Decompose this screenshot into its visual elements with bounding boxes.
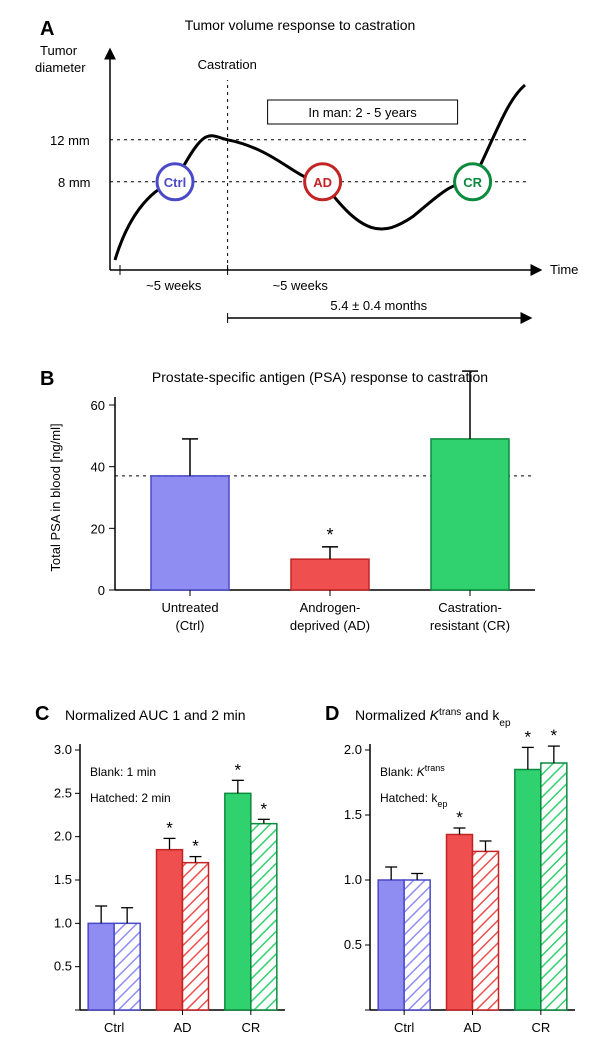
ytick: 1.0 [54, 915, 72, 930]
panel-b-label: B [40, 368, 54, 390]
b-cat: Castration- [438, 600, 502, 615]
b-bar [431, 439, 509, 590]
node-ad-label: AD [313, 175, 332, 190]
bar-solid [225, 793, 251, 1010]
xtick2: ~5 weeks [273, 278, 329, 293]
b-sub: (Ctrl) [176, 618, 205, 633]
bar-hatched [183, 863, 209, 1010]
b-bar [291, 559, 369, 590]
ytick-8: 8 mm [58, 175, 91, 190]
ytick: 0.5 [344, 937, 362, 952]
cat: Ctrl [394, 1020, 414, 1035]
bar-solid [157, 850, 183, 1010]
legend-hatch: Hatched: kep [380, 791, 447, 809]
b-cat: Untreated [161, 600, 218, 615]
ytick: 1.5 [54, 872, 72, 887]
cat: CR [241, 1020, 260, 1035]
panel-c: C Normalized AUC 1 and 2 min 0.5 1.0 1.5 2.0 2… [35, 703, 285, 1035]
figure: A Tumor volume response to castration Tumo… [0, 0, 600, 1061]
panel-d-title: Normalized Ktrans and kep [355, 707, 511, 729]
bar-solid [515, 770, 541, 1011]
b-ylabel: Total PSA in blood [ng/ml] [48, 423, 63, 571]
annot: * [235, 760, 242, 779]
panel-c-title: Normalized AUC 1 and 2 min [65, 707, 246, 723]
duration-label: 5.4 ± 0.4 months [330, 298, 427, 313]
ylabel-bottom: diameter [35, 60, 86, 75]
ytick: 3.0 [54, 742, 72, 757]
bar-hatched [114, 923, 140, 1010]
b-ytick: 60 [91, 398, 105, 413]
cat: AD [463, 1020, 481, 1035]
bar-solid [447, 835, 473, 1011]
b-ytick: 20 [91, 521, 105, 536]
node-cr-label: CR [463, 175, 482, 190]
panel-label: C [35, 703, 49, 725]
inman-label: In man: 2 - 5 years [308, 105, 417, 120]
annot: * [551, 726, 558, 745]
b-sub: deprived (AD) [290, 618, 370, 633]
castration-label: Castration [198, 57, 257, 72]
bar-solid [88, 923, 114, 1010]
node-ctrl-label: Ctrl [164, 175, 186, 190]
legend-blank: Blank: Ktrans [380, 763, 445, 779]
xtick1: ~5 weeks [146, 278, 202, 293]
legend-hatch: Hatched: 2 min [90, 791, 171, 805]
annot: * [525, 727, 532, 746]
panel-a-label: A [40, 18, 54, 40]
panel-b: B Prostate-specific antigen (PSA) respons… [40, 368, 535, 633]
legend-blank: Blank: 1 min [90, 765, 156, 779]
cat: CR [531, 1020, 550, 1035]
b-ytick: 40 [91, 460, 105, 475]
b-annot: * [326, 525, 333, 545]
ytick-12: 12 mm [50, 133, 90, 148]
bar-solid [378, 880, 404, 1010]
annot: * [166, 818, 173, 837]
b-sub: resistant (CR) [430, 618, 510, 633]
annot: * [261, 799, 268, 818]
b-bar [151, 476, 229, 590]
bar-hatched [251, 824, 277, 1010]
panel-a: A Tumor volume response to castration Tumo… [35, 17, 578, 323]
ytick: 2.0 [54, 829, 72, 844]
ytick: 1.5 [344, 807, 362, 822]
bar-hatched [473, 851, 499, 1010]
panel-d: D Normalized Ktrans and kep 0.5 1.0 1.5 2.0 Bl… [325, 703, 575, 1035]
cat: Ctrl [104, 1020, 124, 1035]
cat: AD [173, 1020, 191, 1035]
b-ytick: 0 [98, 583, 105, 598]
panel-b-title: Prostate-specific antigen (PSA) response… [152, 369, 488, 385]
bar-hatched [404, 880, 430, 1010]
annot: * [456, 808, 463, 827]
annot: * [192, 837, 199, 856]
bar-hatched [541, 763, 567, 1010]
panel-a-title: Tumor volume response to castration [185, 17, 416, 33]
ytick: 2.0 [344, 742, 362, 757]
ytick: 2.5 [54, 785, 72, 800]
ytick: 0.5 [54, 959, 72, 974]
ytick: 1.0 [344, 872, 362, 887]
b-cat: Androgen- [300, 600, 361, 615]
panel-label: D [325, 703, 339, 725]
ylabel-top: Tumor [40, 43, 78, 58]
figure-svg: A Tumor volume response to castration Tumo… [0, 0, 600, 1061]
x-label: Time [550, 262, 578, 277]
